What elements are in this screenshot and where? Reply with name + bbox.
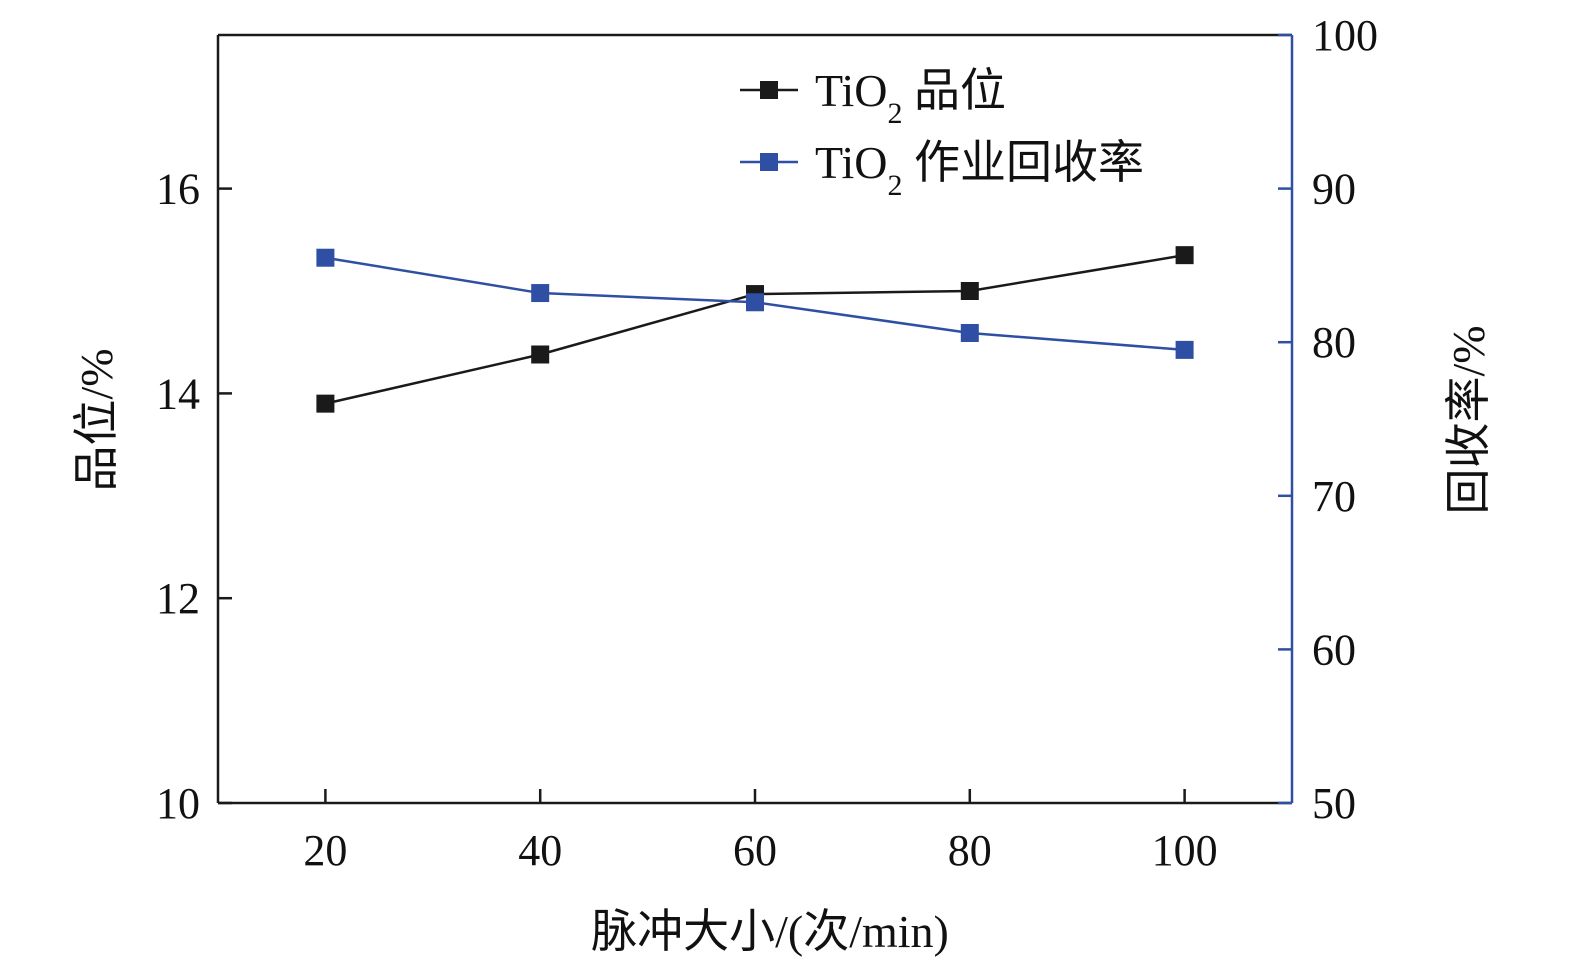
x-tick-label: 100 [1152,826,1218,875]
y2-tick-label: 70 [1312,472,1356,521]
series-2-point [960,323,979,342]
y-axis-left: 10 12 14 16 [156,165,232,828]
y-tick-label: 16 [156,165,200,214]
y2-tick-label: 90 [1312,165,1356,214]
series-line-1 [325,253,1185,405]
y-axis-right: 50 60 70 80 90 100 [1278,11,1378,828]
series-2-point [746,293,764,312]
y2-tick-label: 80 [1312,318,1356,367]
y2-tick-label: 60 [1312,625,1356,674]
series-1-point [960,282,979,300]
series-1-point [1175,246,1194,265]
y2-tick-label: 100 [1312,11,1378,60]
x-tick-label: 60 [733,826,777,875]
plot-frame [216,33,1294,805]
y-tick-label: 14 [156,369,200,418]
legend-label-1: TiO2 品位 [815,65,1006,130]
y-axis-right-title: 回收率/% [1443,325,1494,514]
x-axis-title: 脉冲大小/(次/min) [591,906,949,957]
legend-label-2: TiO2 作业回收率 [815,137,1144,202]
legend-marker-2 [760,153,778,171]
x-tick-label: 80 [948,826,992,875]
y-tick-label: 12 [156,574,200,623]
series-2-point [316,248,335,267]
x-axis: 20 40 60 80 100 [303,789,1218,875]
legend: TiO2 品位 TiO2 作业回收率 [740,65,1144,202]
x-tick-label: 20 [303,826,347,875]
legend-marker-1 [760,81,778,99]
x-tick-label: 40 [518,826,562,875]
series-2-point [531,284,550,303]
series-1-point [531,345,550,364]
y-axis-left-title: 品位/% [71,348,122,491]
series-layer [316,246,1194,413]
series-2-point [1175,340,1194,359]
series-1-point [316,394,335,413]
y2-tick-label: 50 [1312,779,1356,828]
y-tick-label: 10 [156,779,200,828]
